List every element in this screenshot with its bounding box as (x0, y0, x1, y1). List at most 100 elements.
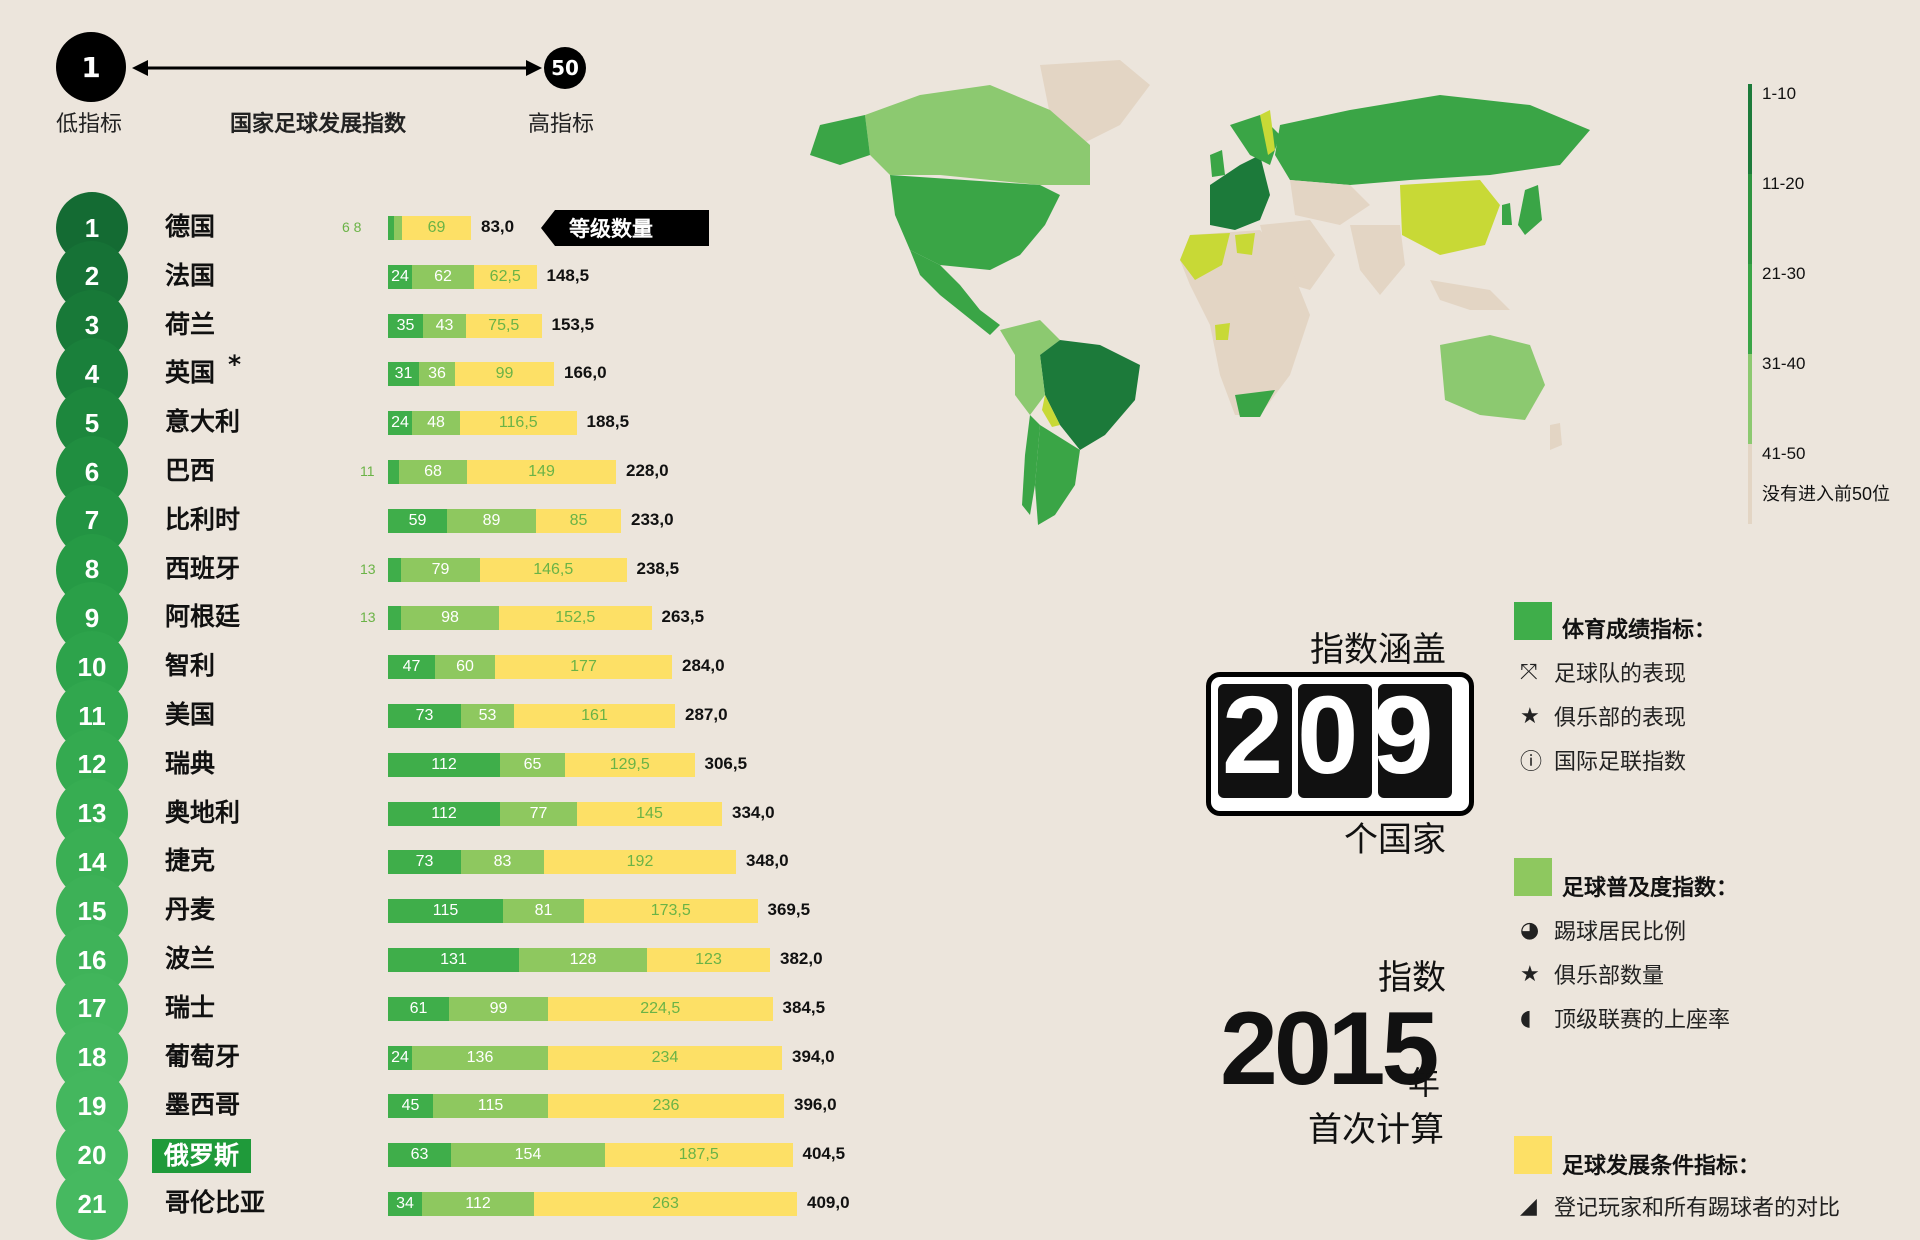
bar-total-label: 369,5 (767, 900, 811, 920)
bar-segment-popularity: 79 (401, 557, 480, 582)
bar-total-label: 238,5 (636, 558, 680, 578)
bar-total-label: 166,0 (564, 363, 607, 383)
bar-segment-conditions: 145 (577, 801, 722, 826)
bar-segment-conditions: 161 (514, 704, 675, 728)
country-label: 巴西 (165, 456, 216, 485)
legend-conditions-item-label: 登记玩家和所有踢球者的对比 (1554, 1196, 1841, 1221)
bar-segment-conditions: 123 (647, 948, 770, 972)
bar-segment-sport: 73 (388, 850, 461, 875)
legend-swatch-popularity (1514, 858, 1552, 896)
bar-segment-popularity: 98 (401, 606, 499, 631)
scale-low-label: 低指标 (56, 112, 123, 137)
coverage-digit-box-2 (1298, 684, 1372, 798)
country-label: 比利时 (165, 504, 241, 534)
bar-segment-popularity (394, 216, 402, 240)
legend-sport-item-3: ⓘ 国际足联指数 (1520, 744, 1686, 776)
legend-sport-title: 体育成绩指标： (1562, 618, 1717, 643)
country-label: 法国 (165, 260, 216, 290)
bar-segment-popularity: 77 (500, 801, 577, 826)
bar-segment-conditions: 99 (455, 362, 554, 387)
map-legend-31-40: 31-40 (1762, 354, 1806, 373)
coverage-digit-box-1 (1218, 684, 1292, 798)
legend-swatch-conditions (1514, 1136, 1552, 1174)
coverage-unit: 个国家 (1344, 820, 1446, 860)
legend-popularity-item-2-label: 俱乐部数量 (1554, 964, 1665, 989)
legend-sport-item-2: ★ 俱乐部的表现 (1520, 700, 1686, 732)
bar-segment-sport (388, 606, 401, 631)
bar-segment-popularity: 36 (419, 362, 455, 387)
bar-segment-conditions: 129,5 (565, 752, 695, 777)
bar-segment-sport: 61 (388, 996, 449, 1021)
legend-popularity-item-1-label: 踢球居民比例 (1554, 920, 1687, 945)
bar-segment-sport: 73 (388, 704, 461, 728)
bar-segment-sport: 47 (388, 655, 435, 680)
bar-segment-conditions: 152,5 (499, 606, 652, 631)
bar-segment-sport: 131 (388, 948, 519, 972)
bar-segment-popularity: 128 (519, 948, 647, 972)
map-legend-21-30: 21-30 (1762, 264, 1806, 283)
bar-total-label: 83,0 (481, 217, 515, 236)
country-label: 美国 (165, 700, 216, 729)
bar-segment-conditions: 62,5 (474, 264, 537, 289)
bar-segment-popularity: 62 (412, 264, 474, 289)
bar-segment-conditions: 263 (534, 1192, 797, 1216)
bar-segment-sport: 35 (388, 313, 423, 338)
country-label: 西班牙 (165, 553, 241, 583)
coverage-title: 指数涵盖 (1310, 630, 1446, 670)
bar-segment-sport (388, 557, 401, 582)
scale-arrow (132, 60, 542, 76)
bar-segment-conditions: 149 (467, 460, 616, 484)
star-icon: ★ (1520, 703, 1540, 729)
bar-total-label: 188,5 (586, 412, 630, 432)
scale-middle-label: 国家足球发展指数 (230, 112, 407, 137)
legend-popularity-item-3: ◖ 顶级联赛的上座率 (1520, 1002, 1730, 1034)
first-year: 2015 (1220, 991, 1439, 1107)
bar-segment-popularity: 89 (447, 508, 536, 533)
legend-conditions-title: 足球发展条件指标： (1562, 1154, 1761, 1179)
country-label: 瑞典 (165, 748, 216, 778)
bar-total-label: 334,0 (732, 802, 775, 822)
scale-high-number: 50 (551, 56, 579, 80)
country-label: 墨西哥 (165, 1090, 241, 1120)
coverage-digit-box-3 (1378, 684, 1452, 798)
bar-segment-conditions: 224,5 (548, 996, 773, 1021)
legend-sport-item-3-label: 国际足联指数 (1554, 750, 1687, 775)
bar-segment-popularity: 154 (451, 1143, 605, 1168)
bar-segment-sport: 45 (388, 1094, 433, 1119)
bar-segment-sport: 24 (388, 264, 412, 289)
country-label: 捷克 (165, 846, 216, 876)
bar-total-label: 396,0 (794, 1095, 837, 1115)
small-value-label: 13 (360, 609, 376, 626)
bar-segment-popularity: 60 (435, 655, 495, 680)
bar-segment-popularity: 68 (399, 460, 467, 484)
rank-count-tag: 等级数量 (541, 210, 709, 246)
scale-high-circle: 50 (544, 47, 586, 89)
legend-popularity-item-3-label: 顶级联赛的上座率 (1554, 1008, 1731, 1033)
country-label: 葡萄牙 (165, 1041, 241, 1071)
country-label: 荷兰 (165, 309, 216, 339)
first-subtitle: 首次计算 (1308, 1110, 1444, 1150)
bar-total-label: 263,5 (661, 607, 705, 627)
bar-segment-popularity: 48 (412, 411, 460, 436)
bar-segment-sport: 115 (388, 899, 503, 924)
map-legend-11-20: 11-20 (1762, 174, 1805, 193)
first-year-suffix: 年 (1408, 1064, 1441, 1102)
bar-segment-conditions: 173,5 (584, 899, 758, 924)
bar-total-label: 382,0 (780, 949, 823, 968)
bar-segment-popularity: 136 (412, 1045, 548, 1070)
rank-circle: 21 (56, 1168, 128, 1240)
bar-total-label: 306,5 (704, 753, 748, 773)
bar-segment-sport (388, 216, 394, 240)
bar-segment-popularity: 53 (461, 704, 514, 728)
country-bar-chart: 1 德国 6 8 69 83,0 等级数量 2 法国 24 62 62,5 148,5 3 荷兰 35 43 7… (56, 192, 850, 1240)
bar-total-label: 148,5 (546, 265, 590, 285)
legend-conditions-item: ◢ 登记玩家和所有踢球者的对比 (1520, 1190, 1840, 1222)
bar-segment-conditions: 69 (402, 216, 471, 240)
bar-total-label: 404,5 (802, 1144, 846, 1164)
bar-segment-sport: 24 (388, 1045, 412, 1070)
map-legend-scale (1748, 84, 1752, 524)
scale-low-circle: 1 (56, 32, 126, 102)
bar-segment-popularity: 99 (449, 996, 548, 1021)
bar-segment-conditions: 116,5 (460, 411, 577, 436)
country-label: 俄罗斯 (152, 1139, 252, 1174)
